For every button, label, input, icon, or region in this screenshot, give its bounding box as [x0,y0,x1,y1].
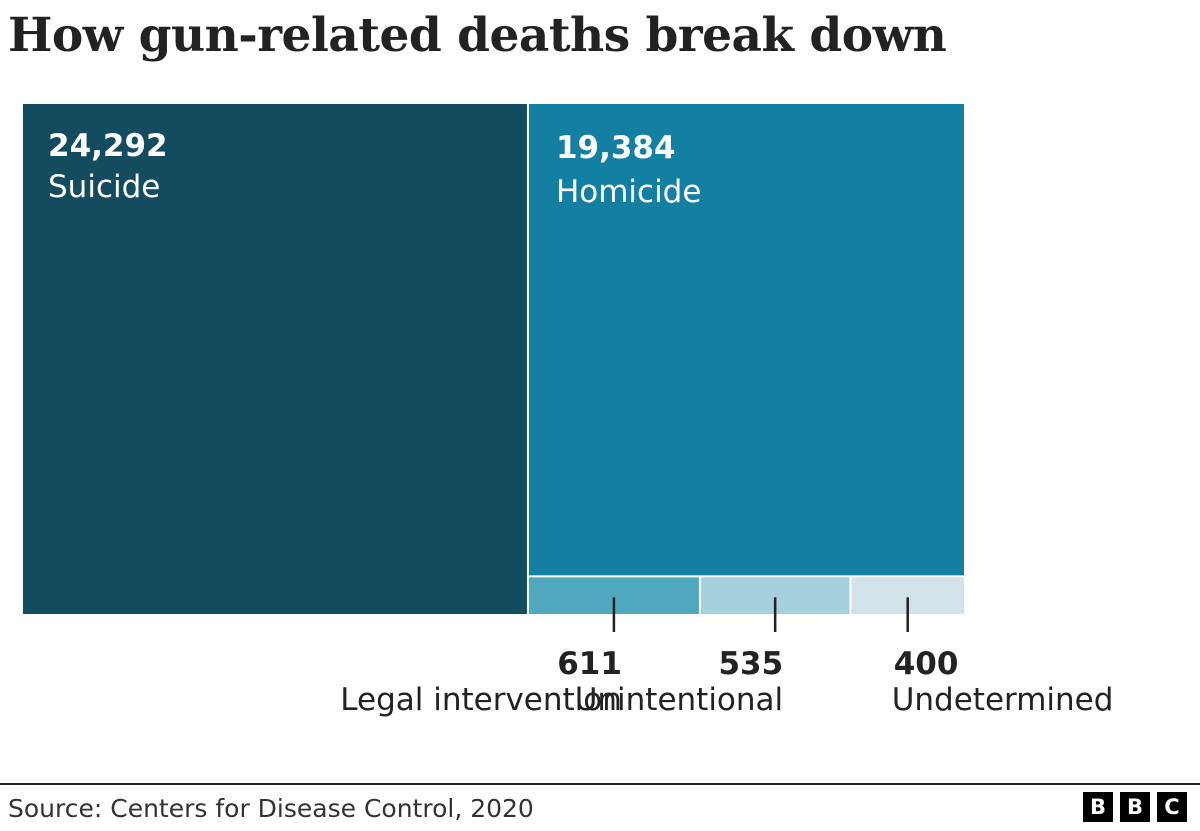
callout-label: Legal intervention [340,682,622,718]
callout-label: Unintentional [575,682,783,718]
cell-label: Suicide [48,169,160,205]
footer-divider [0,783,1200,785]
source-note: Source: Centers for Disease Control, 202… [8,794,534,823]
cell-label: Homicide [556,174,702,210]
logo-letter: B [1120,792,1150,822]
cell-value: 19,384 [556,130,676,166]
cell-value: 24,292 [48,128,168,164]
callout-value: 535 [718,646,783,682]
logo-letter: C [1157,792,1187,822]
callout-label: Undetermined [892,682,1114,718]
chart-title: How gun-related deaths break down [8,8,947,63]
logo-letter: B [1083,792,1113,822]
callout-value: 611 [557,646,622,682]
treemap-cell-homicide [528,104,964,576]
bbc-logo: B B C [1083,792,1187,822]
callout-value: 400 [894,646,959,682]
treemap-cell-suicide [23,104,527,614]
